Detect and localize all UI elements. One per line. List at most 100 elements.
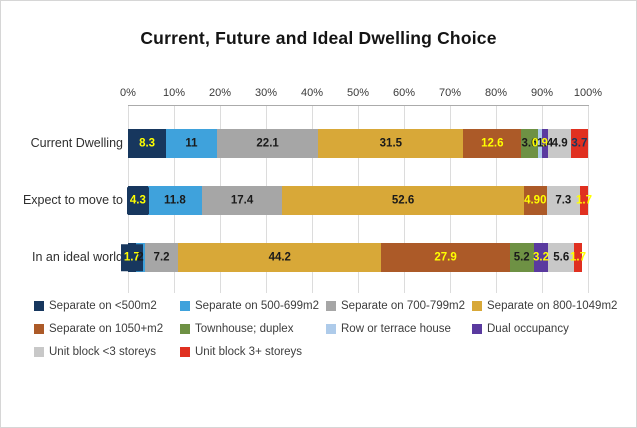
legend-swatch xyxy=(326,301,336,311)
bar-row: 4.3 11.8 17.4 52.6 4.90 7.3 1.7 xyxy=(126,186,592,215)
chart-title: Current, Future and Ideal Dwelling Choic… xyxy=(140,28,497,48)
x-axis-tick: 10% xyxy=(162,87,186,99)
category-label: In an ideal world xyxy=(31,250,123,264)
legend-label: Dual occupancy xyxy=(487,323,569,335)
bar-segment: 3.2 xyxy=(533,243,550,272)
legend-label: Row or terrace house xyxy=(341,323,451,335)
legend-item: Separate on 800-1049m2 xyxy=(472,300,617,312)
legend-swatch xyxy=(180,347,190,357)
bar-segment-label: 1.7 xyxy=(576,193,593,206)
bar-segment-label: 3.2 xyxy=(533,250,550,263)
bar-segment: 52.6 xyxy=(282,186,525,215)
legend-item: Unit block <3 storeys xyxy=(34,346,156,358)
legend-label: Separate on 700-799m2 xyxy=(341,300,466,312)
legend-item: Separate on <500m2 xyxy=(34,300,157,312)
bar-segment: 17.4 xyxy=(202,186,283,215)
bar-segment: 1.7 xyxy=(576,186,592,215)
bar-segment-label: 8.3 xyxy=(136,129,159,158)
bar-segment-label: 31.5 xyxy=(379,136,403,149)
x-axis-tick: 30% xyxy=(254,87,278,99)
bar-segment: 22.1 xyxy=(216,129,319,158)
bar-segment: 3.7 xyxy=(570,129,588,158)
bar-segment-label: 4.9 xyxy=(551,136,568,149)
legend-swatch xyxy=(180,301,190,311)
bar-segment: 2 xyxy=(135,243,145,272)
bar-segment-label: 0.9 xyxy=(531,136,548,149)
legend-label: Unit block <3 storeys xyxy=(49,346,157,358)
bar-segment: 7.3 xyxy=(546,186,581,215)
bar-row: 8.3 11 22.1 31.5 12.6 3.6 0.9 1.4 4.9 3.7 xyxy=(128,129,588,158)
legend-label: Separate on 500-699m2 xyxy=(195,300,320,312)
legend-swatch xyxy=(472,324,482,334)
bar-segment-label: 1.7 xyxy=(570,250,587,263)
legend-item: Unit block 3+ storeys xyxy=(180,346,302,358)
legend-label: Townhouse; duplex xyxy=(195,323,294,335)
bar-segment-label: 7.3 xyxy=(555,193,572,206)
bar-segment-label: 1.4 xyxy=(537,136,554,149)
bar-segment: 1.7 xyxy=(570,243,586,272)
bar-segment: 8.3 xyxy=(128,129,167,158)
x-axis-tick: 80% xyxy=(484,87,508,99)
legend-item: Separate on 1050+m2 xyxy=(34,323,163,335)
legend-label: Separate on 800-1049m2 xyxy=(487,300,618,312)
bar-segment: 5.6 xyxy=(548,243,575,272)
bar-segment: 5.2 xyxy=(509,243,534,272)
x-axis-tick: 60% xyxy=(392,87,416,99)
bar-segment-label: 52.6 xyxy=(391,193,415,206)
bar-segment-label: 5.2 xyxy=(513,250,530,263)
bar-segment-label: 12.6 xyxy=(481,136,504,149)
x-axis-tick: 40% xyxy=(300,87,324,99)
bar-segment: 31.5 xyxy=(318,129,464,158)
legend-item: Townhouse; duplex xyxy=(180,323,293,335)
bar-segment-label: 3.6 xyxy=(521,136,538,149)
bar-segment-label: 22.1 xyxy=(256,136,279,149)
category-label: Current Dwelling xyxy=(30,136,123,150)
gridline xyxy=(588,106,589,293)
bar-segment: 1.7 xyxy=(120,243,143,272)
bar-segment-label: 11.8 xyxy=(164,193,186,206)
bar-segment: 11 xyxy=(166,129,217,158)
bar-segment: 3.6 xyxy=(521,129,538,158)
bar-segment: 44.2 xyxy=(178,243,382,272)
plot-area: 0% 10% 20% 30% 40% 50% 60% 70% 80% 90% 100% 8.3 11 22… xyxy=(120,87,602,293)
bar-segment: 4.3 xyxy=(126,186,149,215)
legend-label: Unit block 3+ storeys xyxy=(195,346,303,358)
legend-swatch xyxy=(34,301,44,311)
bar-segment-label: 3.7 xyxy=(571,136,588,149)
bar-segment-label: 7.2 xyxy=(153,250,170,263)
bar-segment-label: 27.9 xyxy=(434,250,457,263)
legend-swatch xyxy=(472,301,482,311)
legend-item: Row or terrace house xyxy=(326,323,451,335)
bar-segment-label: 4.90 xyxy=(524,193,547,206)
legend-swatch xyxy=(180,324,190,334)
legend-label: Separate on 1050+m2 xyxy=(49,323,164,335)
bar-segment: 4.9 xyxy=(548,129,571,158)
bar-segment: 12.6 xyxy=(463,129,522,158)
legend-item: Separate on 500-699m2 xyxy=(180,300,319,312)
x-axis-tick: 70% xyxy=(438,87,462,99)
x-axis-tick: 0% xyxy=(120,87,136,99)
x-axis-tick: 50% xyxy=(346,87,370,99)
bar-segment-label: 5.6 xyxy=(553,250,570,263)
bar-segment: 0.9 xyxy=(532,129,548,158)
bar-segment-label: 4.3 xyxy=(126,186,149,215)
x-axis-tick: 20% xyxy=(208,87,232,99)
bar-segment: 1.4 xyxy=(537,129,553,158)
legend-swatch xyxy=(34,347,44,357)
legend-item: Dual occupancy xyxy=(472,323,569,335)
bar-segment-label: 44.2 xyxy=(268,250,291,263)
legend-swatch xyxy=(34,324,44,334)
legend-swatch xyxy=(326,324,336,334)
legend-label: Separate on <500m2 xyxy=(49,300,157,312)
bar-segment-label: 17.4 xyxy=(230,193,254,206)
legend-item: Separate on 700-799m2 xyxy=(326,300,465,312)
x-axis-tick: 90% xyxy=(530,87,554,99)
bar-row: 1.7 2 7.2 44.2 27.9 5.2 3.2 5.6 1.7 xyxy=(120,243,588,272)
x-axis-tick: 100% xyxy=(573,87,603,99)
bar-segment-label: 11 xyxy=(185,136,198,149)
bar-segment-label: 1.7 xyxy=(120,243,143,272)
category-label: Expect to move to xyxy=(22,193,123,207)
bar-segment-label: 2 xyxy=(137,250,144,263)
bar-segment: 4.90 xyxy=(524,186,547,215)
